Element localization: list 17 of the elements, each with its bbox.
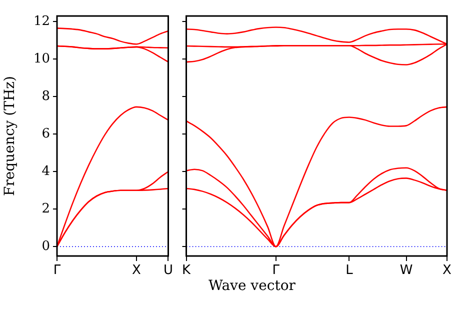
x-tick-label: Γ [53,263,62,278]
y-tick-label: 8 [42,89,50,104]
x-tick-label: X [132,263,142,278]
y-tick-label: 4 [42,164,50,179]
x-tick-label: U [163,263,173,278]
x-tick-label: L [346,263,354,278]
y-tick-label: 12 [33,14,50,29]
y-tick-label: 6 [42,126,50,142]
x-tick-label: W [400,263,413,278]
y-tick-label: 2 [42,202,50,216]
x-tick-label: K [182,263,191,278]
x-axis-title: Wave vector [208,278,296,294]
y-tick-label: 0 [42,239,50,254]
x-tick-label: Γ [272,263,280,278]
x-tick-label: X [442,263,452,278]
y-tick-label: 10 [33,52,50,66]
y-axis-title: Frequency (THz) [2,76,18,196]
